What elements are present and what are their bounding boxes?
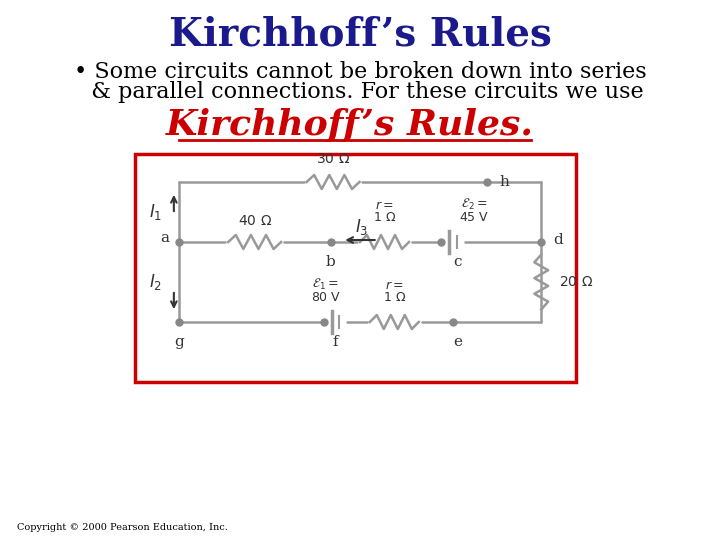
Text: $I_2$: $I_2$ xyxy=(148,272,162,292)
Text: a: a xyxy=(160,231,169,245)
Text: d: d xyxy=(553,233,563,247)
Text: $\mathcal{E}_1=$: $\mathcal{E}_1=$ xyxy=(312,277,339,292)
Text: f: f xyxy=(333,335,338,349)
Text: g: g xyxy=(174,335,184,349)
FancyBboxPatch shape xyxy=(135,154,575,382)
Text: Kirchhoff’s Rules.: Kirchhoff’s Rules. xyxy=(166,108,534,142)
Text: $1\ \Omega$: $1\ \Omega$ xyxy=(373,211,396,224)
Text: $80\ \mathrm{V}$: $80\ \mathrm{V}$ xyxy=(310,291,341,304)
Text: $20\ \Omega$: $20\ \Omega$ xyxy=(559,275,593,289)
Text: c: c xyxy=(454,255,462,269)
Text: $30\ \Omega$: $30\ \Omega$ xyxy=(316,152,350,166)
Text: $\mathcal{E}_2=$: $\mathcal{E}_2=$ xyxy=(462,197,488,212)
Text: e: e xyxy=(454,335,462,349)
Text: $r=$: $r=$ xyxy=(385,279,404,292)
Text: & parallel connections. For these circuits we use: & parallel connections. For these circui… xyxy=(77,81,643,103)
Text: $r=$: $r=$ xyxy=(375,199,394,212)
Text: Kirchhoff’s Rules: Kirchhoff’s Rules xyxy=(168,16,552,54)
Text: Copyright © 2000 Pearson Education, Inc.: Copyright © 2000 Pearson Education, Inc. xyxy=(17,523,228,532)
Text: $I_3$: $I_3$ xyxy=(355,217,369,237)
Text: • Some circuits cannot be broken down into series: • Some circuits cannot be broken down in… xyxy=(73,61,647,83)
Text: $1\ \Omega$: $1\ \Omega$ xyxy=(383,291,406,304)
Text: $40\ \Omega$: $40\ \Omega$ xyxy=(238,214,272,228)
Text: h: h xyxy=(499,175,509,189)
Text: $45\ \mathrm{V}$: $45\ \mathrm{V}$ xyxy=(459,211,490,224)
Text: $I_1$: $I_1$ xyxy=(148,202,162,222)
Text: b: b xyxy=(325,255,336,269)
